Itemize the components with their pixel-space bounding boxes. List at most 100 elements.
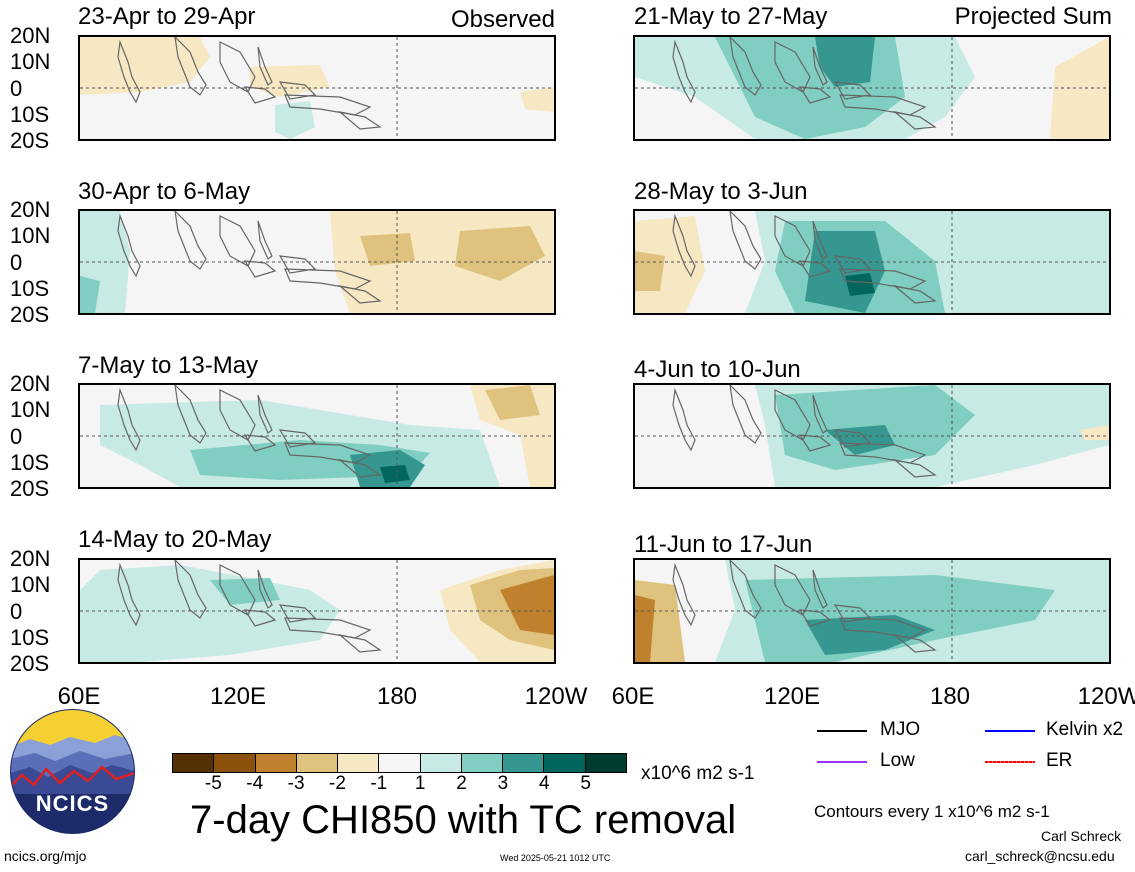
coastline <box>174 560 207 619</box>
map-panel-projected-1 <box>633 35 1111 141</box>
colorbar-swatch <box>585 754 626 772</box>
panel-title: 30-Apr to 6-May <box>78 178 251 205</box>
coastline <box>672 387 696 452</box>
anomaly-contour <box>250 65 330 97</box>
coastline <box>812 394 828 434</box>
colorbar-label: -5 <box>204 773 222 794</box>
map-panel-observed-3 <box>78 383 556 489</box>
lat-label: 10S <box>10 102 50 127</box>
coastline <box>174 37 207 96</box>
coastline <box>243 434 277 452</box>
map-panel-projected-2 <box>633 209 1111 315</box>
coastline <box>117 562 141 627</box>
panel-title: 21-May to 27-May <box>634 3 828 30</box>
lat-label: 10S <box>10 450 50 475</box>
coastline <box>892 458 937 478</box>
coastline <box>833 429 872 448</box>
ncics-logo[interactable]: NCICS <box>10 709 135 834</box>
coastline <box>892 110 937 130</box>
coastline <box>337 458 382 478</box>
legend-line-low <box>817 761 867 763</box>
source-url[interactable]: ncics.org/mjo <box>4 848 87 864</box>
coastline <box>278 604 317 623</box>
coastline <box>833 81 872 100</box>
main-title: 7-day CHI850 with TC removal <box>190 798 737 842</box>
colorbar-label: 5 <box>580 773 591 794</box>
colorbar-label: 2 <box>456 773 467 794</box>
coastline <box>174 211 207 270</box>
coastline <box>257 394 273 434</box>
coastline <box>278 255 317 274</box>
anomaly-contour <box>845 273 875 296</box>
coastline <box>798 260 832 278</box>
anomaly-contour <box>485 385 540 420</box>
colorbar-label: -2 <box>329 773 346 794</box>
map-panel-observed-4 <box>78 558 556 664</box>
contour-note: Contours every 1 x10^6 m2 s-1 <box>814 802 1050 821</box>
colorbar-label: 1 <box>414 773 426 794</box>
map-panel-observed-2 <box>78 209 556 315</box>
coastline <box>337 284 382 304</box>
anomaly-map <box>80 211 554 313</box>
coastline <box>798 434 832 452</box>
anomaly-contour <box>825 425 895 455</box>
panel-title: 14-May to 20-May <box>78 526 272 553</box>
anomaly-contour <box>275 101 315 139</box>
anomaly-map <box>635 211 1109 313</box>
anomaly-contour <box>635 251 665 291</box>
coastline <box>798 86 832 104</box>
colorbar-swatch <box>296 754 339 772</box>
ncics-logo-icon <box>10 709 135 834</box>
lat-label: 20N <box>10 546 51 571</box>
anomaly-contour <box>455 226 545 281</box>
author-name: Carl Schreck <box>1041 828 1122 844</box>
colorbar-swatch <box>544 754 586 772</box>
lat-label: 10N <box>10 397 51 422</box>
projected-header: Projected Sum <box>954 3 1112 30</box>
observed-header: Observed <box>450 6 555 33</box>
coastline <box>257 46 273 86</box>
map-panel-observed-1 <box>78 35 556 141</box>
coastline <box>892 633 937 653</box>
lat-label: 0 <box>10 599 23 624</box>
lat-label: 0 <box>10 424 23 449</box>
colorbar-label: 4 <box>538 773 550 794</box>
coastline <box>812 46 828 86</box>
map-panel-projected-4 <box>633 558 1111 664</box>
lat-label: 20S <box>10 302 50 327</box>
lat-label: 20S <box>10 476 50 501</box>
lat-label: 10S <box>10 625 50 650</box>
lat-label: 10N <box>10 49 51 74</box>
legend-label-kelvin: Kelvin x2 <box>1046 719 1124 740</box>
anomaly-map <box>635 560 1109 662</box>
coastline <box>812 220 828 260</box>
lat-label: 0 <box>10 76 23 101</box>
coastline <box>243 260 277 278</box>
coastline <box>729 211 762 270</box>
lon-label: 60E <box>57 683 101 710</box>
lon-label: 120E <box>209 683 267 710</box>
lat-label: 10S <box>10 276 50 301</box>
author-email[interactable]: carl_schreck@ncsu.edu <box>965 848 1115 864</box>
anomaly-contour <box>380 465 410 483</box>
anomaly-contour <box>520 87 554 112</box>
coastline <box>337 110 382 130</box>
colorbar-swatch <box>503 754 545 772</box>
anomaly-map <box>635 37 1109 139</box>
lat-label: 20N <box>10 23 51 48</box>
legend-line-kelvin <box>985 730 1035 732</box>
coastline <box>729 560 762 619</box>
coastline <box>833 604 872 623</box>
anomaly-contour <box>805 615 935 655</box>
coastline <box>243 609 277 627</box>
colorbar-swatch <box>214 754 256 772</box>
anomaly-map <box>635 385 1109 487</box>
colorbar-swatch <box>420 754 462 772</box>
panel-title: 7-May to 13-May <box>78 352 259 379</box>
lon-label: 180 <box>929 683 971 710</box>
lat-label: 10N <box>10 572 51 597</box>
coastline <box>257 220 273 260</box>
lon-label: 120W <box>524 683 588 710</box>
anomaly-contour <box>210 578 280 605</box>
